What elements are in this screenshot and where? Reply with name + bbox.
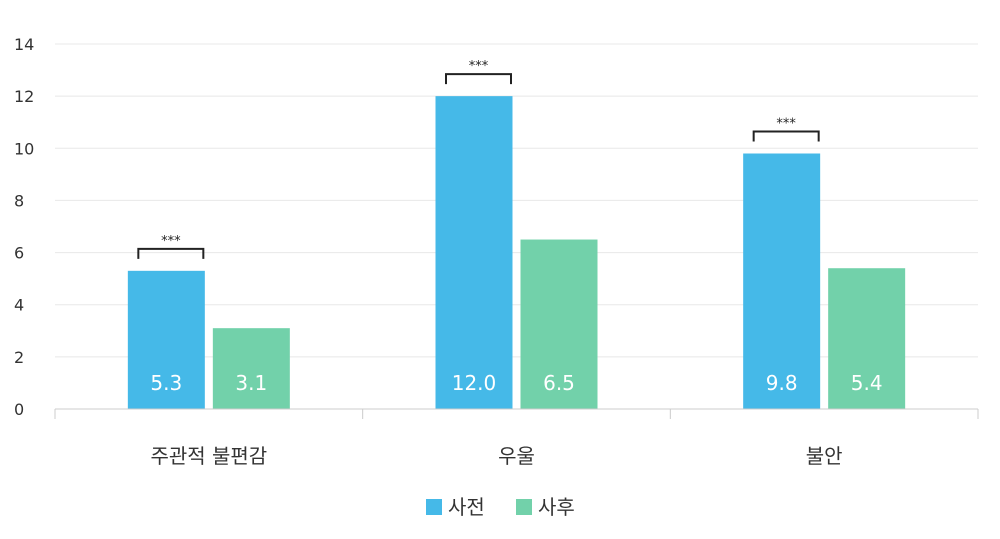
significance-brackets: *** *** *** [137, 59, 820, 259]
bar-before [743, 153, 821, 409]
bar-value-label: 6.5 [543, 371, 575, 395]
significance-bracket [752, 130, 820, 142]
y-tick-label: 2 [14, 348, 24, 367]
significance-bracket [137, 247, 205, 259]
legend-label: 사후 [538, 495, 575, 519]
bars [127, 96, 906, 410]
x-category-label: 불안 [806, 444, 843, 468]
legend-label: 사전 [448, 495, 485, 519]
x-category-label: 주관적 불편감 [150, 444, 267, 468]
bar-value-label: 5.3 [150, 371, 182, 395]
x-axis [54, 408, 979, 419]
significance-label: *** [469, 59, 489, 74]
bar-after [520, 239, 598, 409]
legend-swatch [516, 499, 532, 515]
y-tick-label: 4 [14, 296, 24, 315]
y-tick-label: 12 [14, 87, 34, 106]
bar-value-label: 5.4 [851, 371, 883, 395]
y-tick-label: 10 [14, 139, 34, 158]
y-tick-label: 0 [14, 400, 24, 419]
bar-value-label: 12.0 [452, 371, 497, 395]
gridlines [55, 43, 978, 358]
y-axis-ticks: 0 2 4 6 8 10 12 14 [14, 35, 34, 419]
significance-label: *** [161, 234, 181, 249]
y-tick-label: 6 [14, 244, 24, 263]
y-tick-label: 14 [14, 35, 34, 54]
x-category-label: 우울 [498, 444, 535, 468]
bar-before [127, 270, 205, 409]
legend: 사전 사후 [426, 495, 575, 519]
bar-value-labels: 5.3 3.1 12.0 6.5 9.8 5.4 [150, 371, 882, 395]
bar-after [828, 268, 906, 409]
x-axis-categories: 주관적 불편감 우울 불안 [150, 444, 842, 468]
bar-value-label: 9.8 [766, 371, 798, 395]
bar-value-label: 3.1 [235, 371, 267, 395]
significance-bracket [445, 73, 512, 85]
bar-before [435, 96, 513, 410]
bar-after [212, 328, 290, 409]
significance-label: *** [776, 117, 796, 132]
y-tick-label: 8 [14, 191, 24, 210]
legend-swatch [426, 499, 442, 515]
